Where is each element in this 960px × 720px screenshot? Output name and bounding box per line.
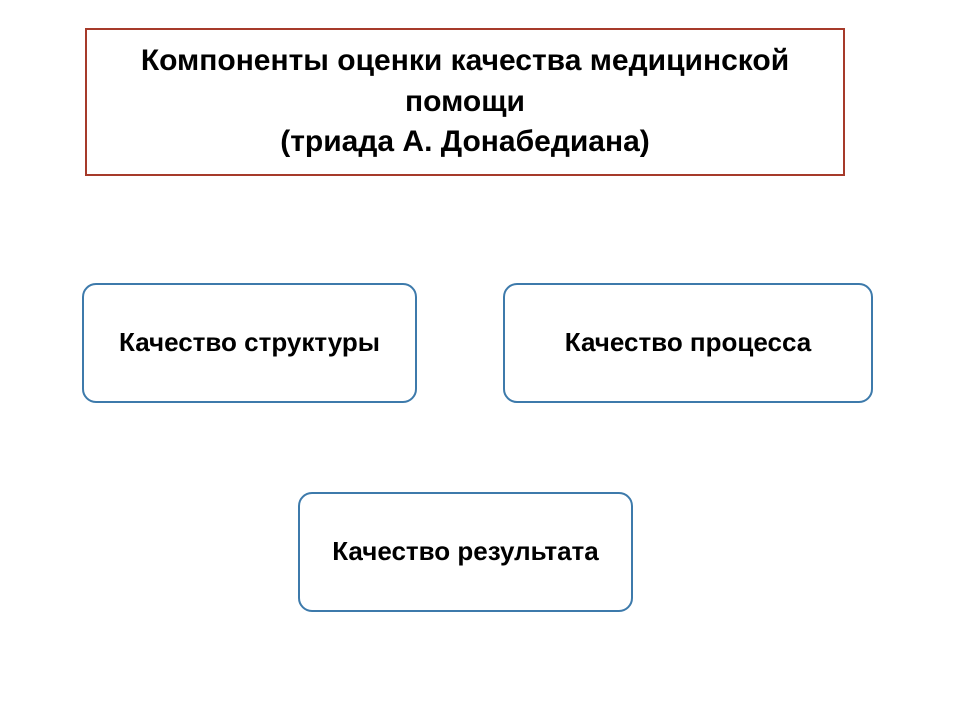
title-box: Компоненты оценки качества медицинской п… (85, 28, 845, 176)
title-text: Компоненты оценки качества медицинской п… (127, 41, 803, 163)
node-process-label: Качество процесса (565, 326, 811, 360)
node-structure-label: Качество структуры (119, 326, 380, 360)
node-outcome: Качество результата (298, 492, 633, 612)
node-process: Качество процесса (503, 283, 873, 403)
node-outcome-label: Качество результата (332, 535, 599, 569)
node-structure: Качество структуры (82, 283, 417, 403)
